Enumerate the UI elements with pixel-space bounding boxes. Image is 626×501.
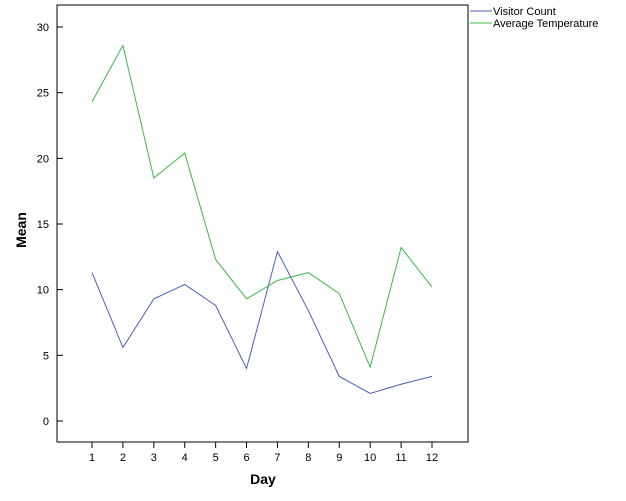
x-tick-label: 4 <box>182 452 188 464</box>
x-tick-label: 7 <box>274 452 280 464</box>
x-tick-label: 9 <box>336 452 342 464</box>
y-tick-label: 30 <box>37 22 49 34</box>
x-tick-label: 2 <box>120 452 126 464</box>
y-axis-label: Mean <box>13 212 29 248</box>
x-tick-label: 8 <box>305 452 311 464</box>
x-axis-label: Day <box>250 471 276 487</box>
y-tick-label: 20 <box>37 153 49 165</box>
x-tick-label: 1 <box>89 452 95 464</box>
x-tick-label: 10 <box>364 452 376 464</box>
legend-label-visitor-count: Visitor Count <box>493 6 556 18</box>
legend: Visitor Count Average Temperature <box>470 6 598 30</box>
plot-frame <box>56 4 469 443</box>
x-tick-label: 5 <box>213 452 219 464</box>
legend-label-average-temperature: Average Temperature <box>493 18 598 30</box>
y-tick-label: 0 <box>43 416 49 428</box>
y-tick-label: 10 <box>37 285 49 297</box>
y-tick-label: 5 <box>43 350 49 362</box>
x-tick-label: 11 <box>395 452 406 464</box>
y-tick-label: 15 <box>37 219 49 231</box>
x-tick-label: 3 <box>151 452 157 464</box>
y-tick-label: 25 <box>37 88 49 100</box>
series-line-average-temperature <box>91 43 433 369</box>
x-tick-label: 6 <box>243 452 249 464</box>
series-line-visitor-count <box>91 250 433 394</box>
x-tick-label: 12 <box>426 452 438 464</box>
